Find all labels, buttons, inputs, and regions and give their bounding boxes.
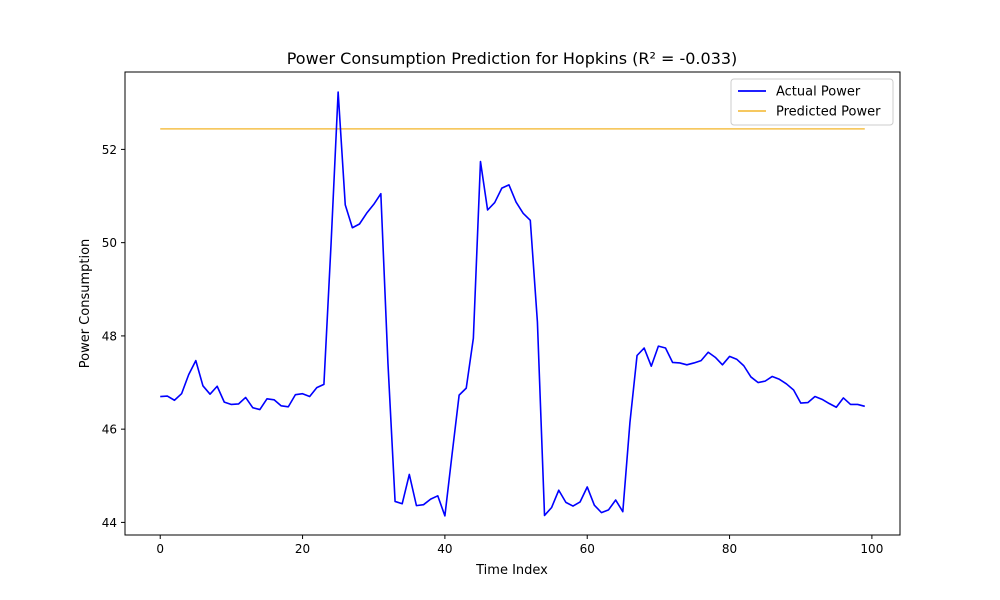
series-line-actual-power bbox=[160, 91, 865, 517]
y-tick-label: 52 bbox=[102, 143, 117, 157]
plot-series bbox=[160, 91, 865, 517]
x-tick-label: 20 bbox=[295, 542, 310, 556]
x-tick-label: 60 bbox=[580, 542, 595, 556]
y-axis-label: Power Consumption bbox=[78, 239, 93, 369]
x-tick-label: 80 bbox=[722, 542, 737, 556]
y-tick-label: 50 bbox=[102, 236, 117, 250]
y-tick-label: 46 bbox=[102, 423, 117, 437]
legend-box bbox=[730, 78, 894, 126]
chart-title: Power Consumption Prediction for Hopkins… bbox=[287, 49, 738, 68]
legend-label-actual-power: Actual Power bbox=[776, 85, 861, 100]
x-tick-label: 100 bbox=[860, 542, 883, 556]
legend: Actual Power Predicted Power bbox=[730, 78, 894, 126]
x-axis-label: Time Index bbox=[475, 563, 548, 578]
x-tick-label: 40 bbox=[437, 542, 452, 556]
y-axis-ticks: 44 46 48 50 52 bbox=[102, 143, 125, 530]
y-tick-label: 48 bbox=[102, 329, 117, 343]
y-tick-label: 44 bbox=[102, 516, 117, 530]
x-axis-ticks: 0 20 40 60 80 100 bbox=[156, 535, 883, 556]
legend-label-predicted-power: Predicted Power bbox=[776, 105, 881, 120]
plot-frame bbox=[124, 71, 901, 536]
x-tick-label: 0 bbox=[156, 542, 164, 556]
